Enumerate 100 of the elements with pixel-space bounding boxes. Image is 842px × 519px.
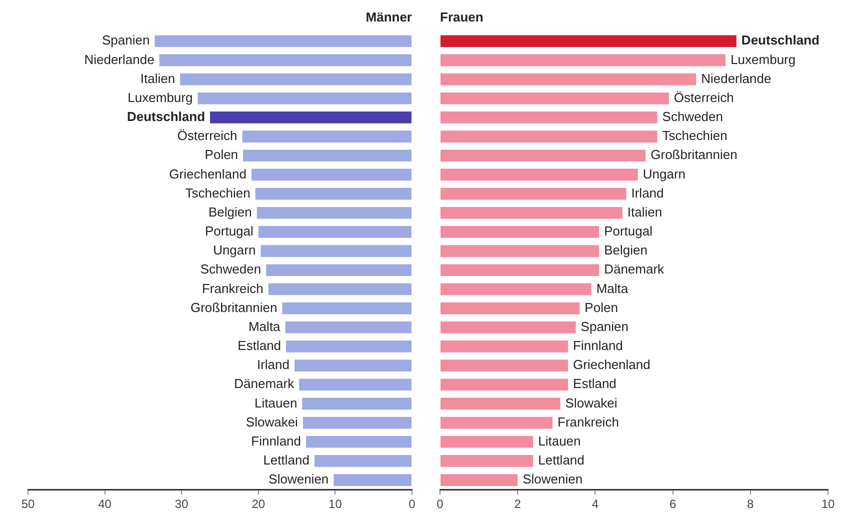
bar	[440, 398, 560, 410]
y-tick-label: Schweden	[200, 262, 262, 277]
y-tick-label: Frankreich	[558, 414, 619, 430]
y-tick-label: Lettland	[538, 452, 584, 468]
x-tick-label: 50	[21, 497, 35, 512]
bar	[258, 226, 412, 238]
x-tick-label: 40	[98, 497, 112, 512]
y-tick-label: Ungarn	[213, 242, 256, 258]
bar	[286, 340, 412, 352]
y-tick-label: Ungarn	[642, 166, 686, 182]
bar	[440, 378, 568, 391]
bar	[440, 264, 600, 276]
y-tick-label: Spanien	[580, 318, 629, 334]
y-tick-label: Belgien	[604, 242, 648, 258]
bar	[256, 206, 412, 219]
bar	[154, 35, 412, 48]
y-tick-label: Finnland	[573, 338, 623, 354]
y-tick-label: Estland	[573, 376, 616, 392]
y-tick-label: Slowakei	[565, 395, 618, 410]
y-tick-label: Slowenien	[268, 472, 329, 487]
y-tick-label: Estland	[238, 338, 282, 354]
y-tick-label: Litauen	[254, 395, 298, 410]
bar	[260, 245, 412, 257]
y-tick-label: Irland	[631, 185, 664, 200]
y-tick-label: Dänemark	[234, 376, 295, 392]
y-tick-label: Litauen	[538, 433, 581, 448]
bar	[440, 474, 518, 486]
x-tick-label: 30	[174, 497, 189, 512]
y-tick-label: Luxemburg	[730, 52, 796, 67]
y-tick-label: Tschechien	[185, 185, 250, 200]
y-tick-label: Niederlande	[701, 70, 772, 86]
bar	[294, 360, 412, 372]
bar	[180, 73, 412, 86]
bar	[210, 112, 412, 124]
bar	[255, 188, 412, 200]
y-tick-label: Österreich	[674, 90, 734, 105]
bar	[299, 378, 412, 391]
bar	[440, 436, 534, 448]
bar	[266, 264, 412, 276]
y-tick-label: Tschechien	[662, 128, 728, 144]
y-tick-label: Lettland	[263, 452, 310, 468]
bar	[440, 245, 600, 257]
bar	[440, 206, 622, 219]
bar	[440, 321, 576, 334]
x-tick-label: 10	[821, 497, 835, 512]
y-tick-label: Belgien	[208, 204, 252, 220]
x-tick-label: 20	[252, 497, 266, 512]
y-tick-label: Österreich	[177, 128, 238, 144]
y-tick-label: Großbritannien	[650, 147, 738, 162]
y-tick-label: Deutschland	[127, 109, 206, 124]
chart-title: Männer	[366, 9, 412, 24]
bar	[440, 455, 534, 467]
bar	[440, 92, 669, 104]
chart-title: Frauen	[440, 9, 484, 24]
bar	[440, 73, 696, 86]
bar	[242, 130, 412, 142]
bar	[440, 226, 600, 238]
y-tick-label: Malta	[248, 318, 282, 334]
y-tick-label: Deutschland	[741, 32, 820, 48]
bar	[440, 54, 726, 66]
y-tick-label: Irland	[256, 357, 290, 372]
bar	[440, 168, 638, 181]
y-tick-label: Niederlande	[84, 52, 154, 67]
bar	[282, 302, 412, 314]
y-tick-label: Finnland	[251, 433, 302, 448]
y-tick-label: Dänemark	[604, 262, 665, 277]
bar	[268, 283, 412, 296]
y-tick-label: Portugal	[204, 224, 254, 239]
bar	[243, 150, 412, 162]
x-tick-label: 0	[436, 497, 444, 512]
bar	[440, 302, 580, 314]
bar	[440, 416, 553, 429]
bar	[285, 321, 412, 334]
y-tick-label: Slowenien	[522, 472, 583, 487]
y-tick-label: Polen	[204, 147, 238, 162]
x-tick-label: 2	[514, 497, 522, 512]
bar	[440, 283, 592, 296]
bar	[440, 130, 658, 142]
bar	[198, 92, 412, 104]
y-tick-label: Luxemburg	[128, 90, 193, 105]
bar	[302, 416, 412, 429]
bar	[314, 455, 412, 467]
bar	[440, 35, 736, 48]
y-tick-label: Schweden	[662, 109, 723, 124]
bar	[334, 474, 412, 486]
bar	[159, 54, 412, 66]
x-tick-label: 8	[747, 497, 754, 512]
y-tick-label: Griechenland	[169, 166, 246, 182]
bar	[440, 360, 568, 372]
x-tick-label: 10	[328, 497, 342, 512]
bar	[440, 340, 568, 352]
x-tick-label: 0	[408, 497, 416, 512]
y-tick-label: Italien	[140, 70, 176, 86]
y-tick-label: Griechenland	[573, 357, 650, 372]
bar	[440, 188, 626, 200]
bar	[251, 168, 412, 181]
y-tick-label: Polen	[584, 300, 618, 315]
y-tick-label: Frankreich	[202, 280, 264, 296]
y-tick-label: Portugal	[604, 224, 653, 239]
y-tick-label: Slowakei	[246, 414, 298, 430]
